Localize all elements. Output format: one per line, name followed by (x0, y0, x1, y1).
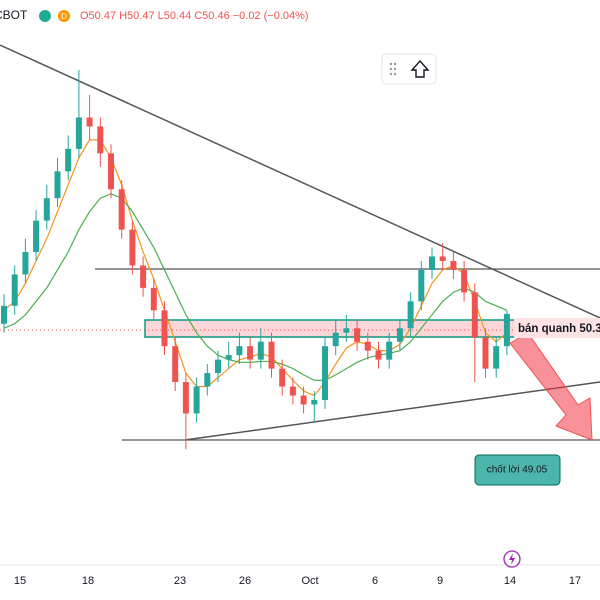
time-axis: 15 18 23 26 Oct 6 9 14 17 (14, 575, 581, 587)
candle-body (386, 341, 393, 360)
candle-body (289, 386, 296, 396)
toolbar[interactable] (381, 53, 437, 85)
upper-trendline (0, 44, 600, 319)
candle-body (482, 337, 489, 369)
candle-body (450, 260, 457, 270)
x-tick-label: Oct (301, 575, 318, 587)
candle-body (311, 399, 318, 405)
candle-body (375, 350, 382, 360)
candle-body (182, 382, 189, 414)
candle-body (493, 346, 500, 369)
x-tick-label: 9 (437, 575, 443, 587)
ohlc-values: O50.47 H50.47 L50.44 C50.46 −0.02 (−0.04%) (80, 10, 309, 22)
interval: D (61, 12, 67, 21)
candle-body (354, 328, 361, 342)
candle-body (22, 252, 29, 275)
candle-body (439, 256, 446, 261)
candle-body (396, 328, 403, 342)
candle-body (161, 310, 168, 347)
x-tick-label: 15 (14, 575, 26, 587)
replay-button[interactable] (503, 550, 521, 568)
candle-body (429, 256, 435, 270)
candle-body (236, 346, 243, 356)
interval-badge (58, 10, 70, 22)
x-tick-label: 14 (504, 575, 516, 587)
candle-body (150, 287, 157, 311)
x-tick-label: 26 (239, 575, 251, 587)
x-tick-label: 18 (82, 575, 94, 587)
candle-body (279, 368, 286, 387)
moving-average (3, 139, 508, 397)
candle-body (75, 117, 82, 149)
candle-body (247, 346, 254, 360)
candle-body (418, 269, 425, 302)
sell-label-box (514, 318, 600, 338)
moving-average (3, 193, 508, 381)
candle-body (257, 341, 264, 360)
candle-body (503, 313, 510, 347)
candle-body (108, 153, 114, 190)
down-arrow (509, 332, 593, 441)
x-tick-label: 6 (372, 575, 378, 587)
header-change: −0.02 (−0.04%) (233, 10, 309, 22)
lightning-bolt (509, 553, 515, 565)
candle-body (140, 265, 147, 288)
candle-body (322, 346, 328, 400)
x-tick-label: 23 (174, 575, 186, 587)
up-button[interactable] (410, 59, 430, 78)
header-open: O50.47 (80, 10, 116, 22)
candle-body (43, 198, 50, 221)
candle-body (300, 395, 307, 405)
take-profit-label: chốt lời 49.05 (487, 464, 548, 476)
candle-body (97, 126, 104, 154)
candle-body (33, 220, 40, 253)
symbol: CBOT (0, 8, 28, 22)
header-low: L50.44 (158, 10, 192, 22)
candle-body (364, 341, 371, 351)
candle-body (54, 171, 61, 199)
candle-body (65, 148, 72, 172)
candle-body (268, 341, 275, 369)
candle-body (1, 305, 7, 324)
market-status (39, 10, 51, 22)
x-tick-label: 17 (569, 575, 581, 587)
candle-body (193, 386, 200, 414)
lower-trendline (184, 381, 600, 441)
candle-body (172, 346, 179, 383)
header-high: H50.47 (119, 10, 154, 22)
header-close: C50.46 (194, 10, 229, 22)
drag-handle[interactable] (389, 62, 397, 76)
candle-body (86, 117, 93, 127)
candle-body (118, 189, 125, 230)
take-profit-box (474, 454, 561, 486)
candle-body (129, 229, 136, 266)
candle-body (461, 269, 468, 293)
candle-body (471, 292, 478, 338)
candle-body (225, 355, 232, 360)
sell-label: bán quanh 50.3 (518, 323, 600, 335)
candle-body (215, 359, 221, 374)
candle-body (343, 328, 350, 333)
candle-body (204, 373, 211, 387)
candle-body (11, 274, 18, 306)
candle-body (407, 301, 414, 329)
annotations: bán quanh 50.3 chốt lời 49.05 (474, 318, 600, 486)
candle-body (332, 332, 339, 347)
series (1, 69, 510, 450)
